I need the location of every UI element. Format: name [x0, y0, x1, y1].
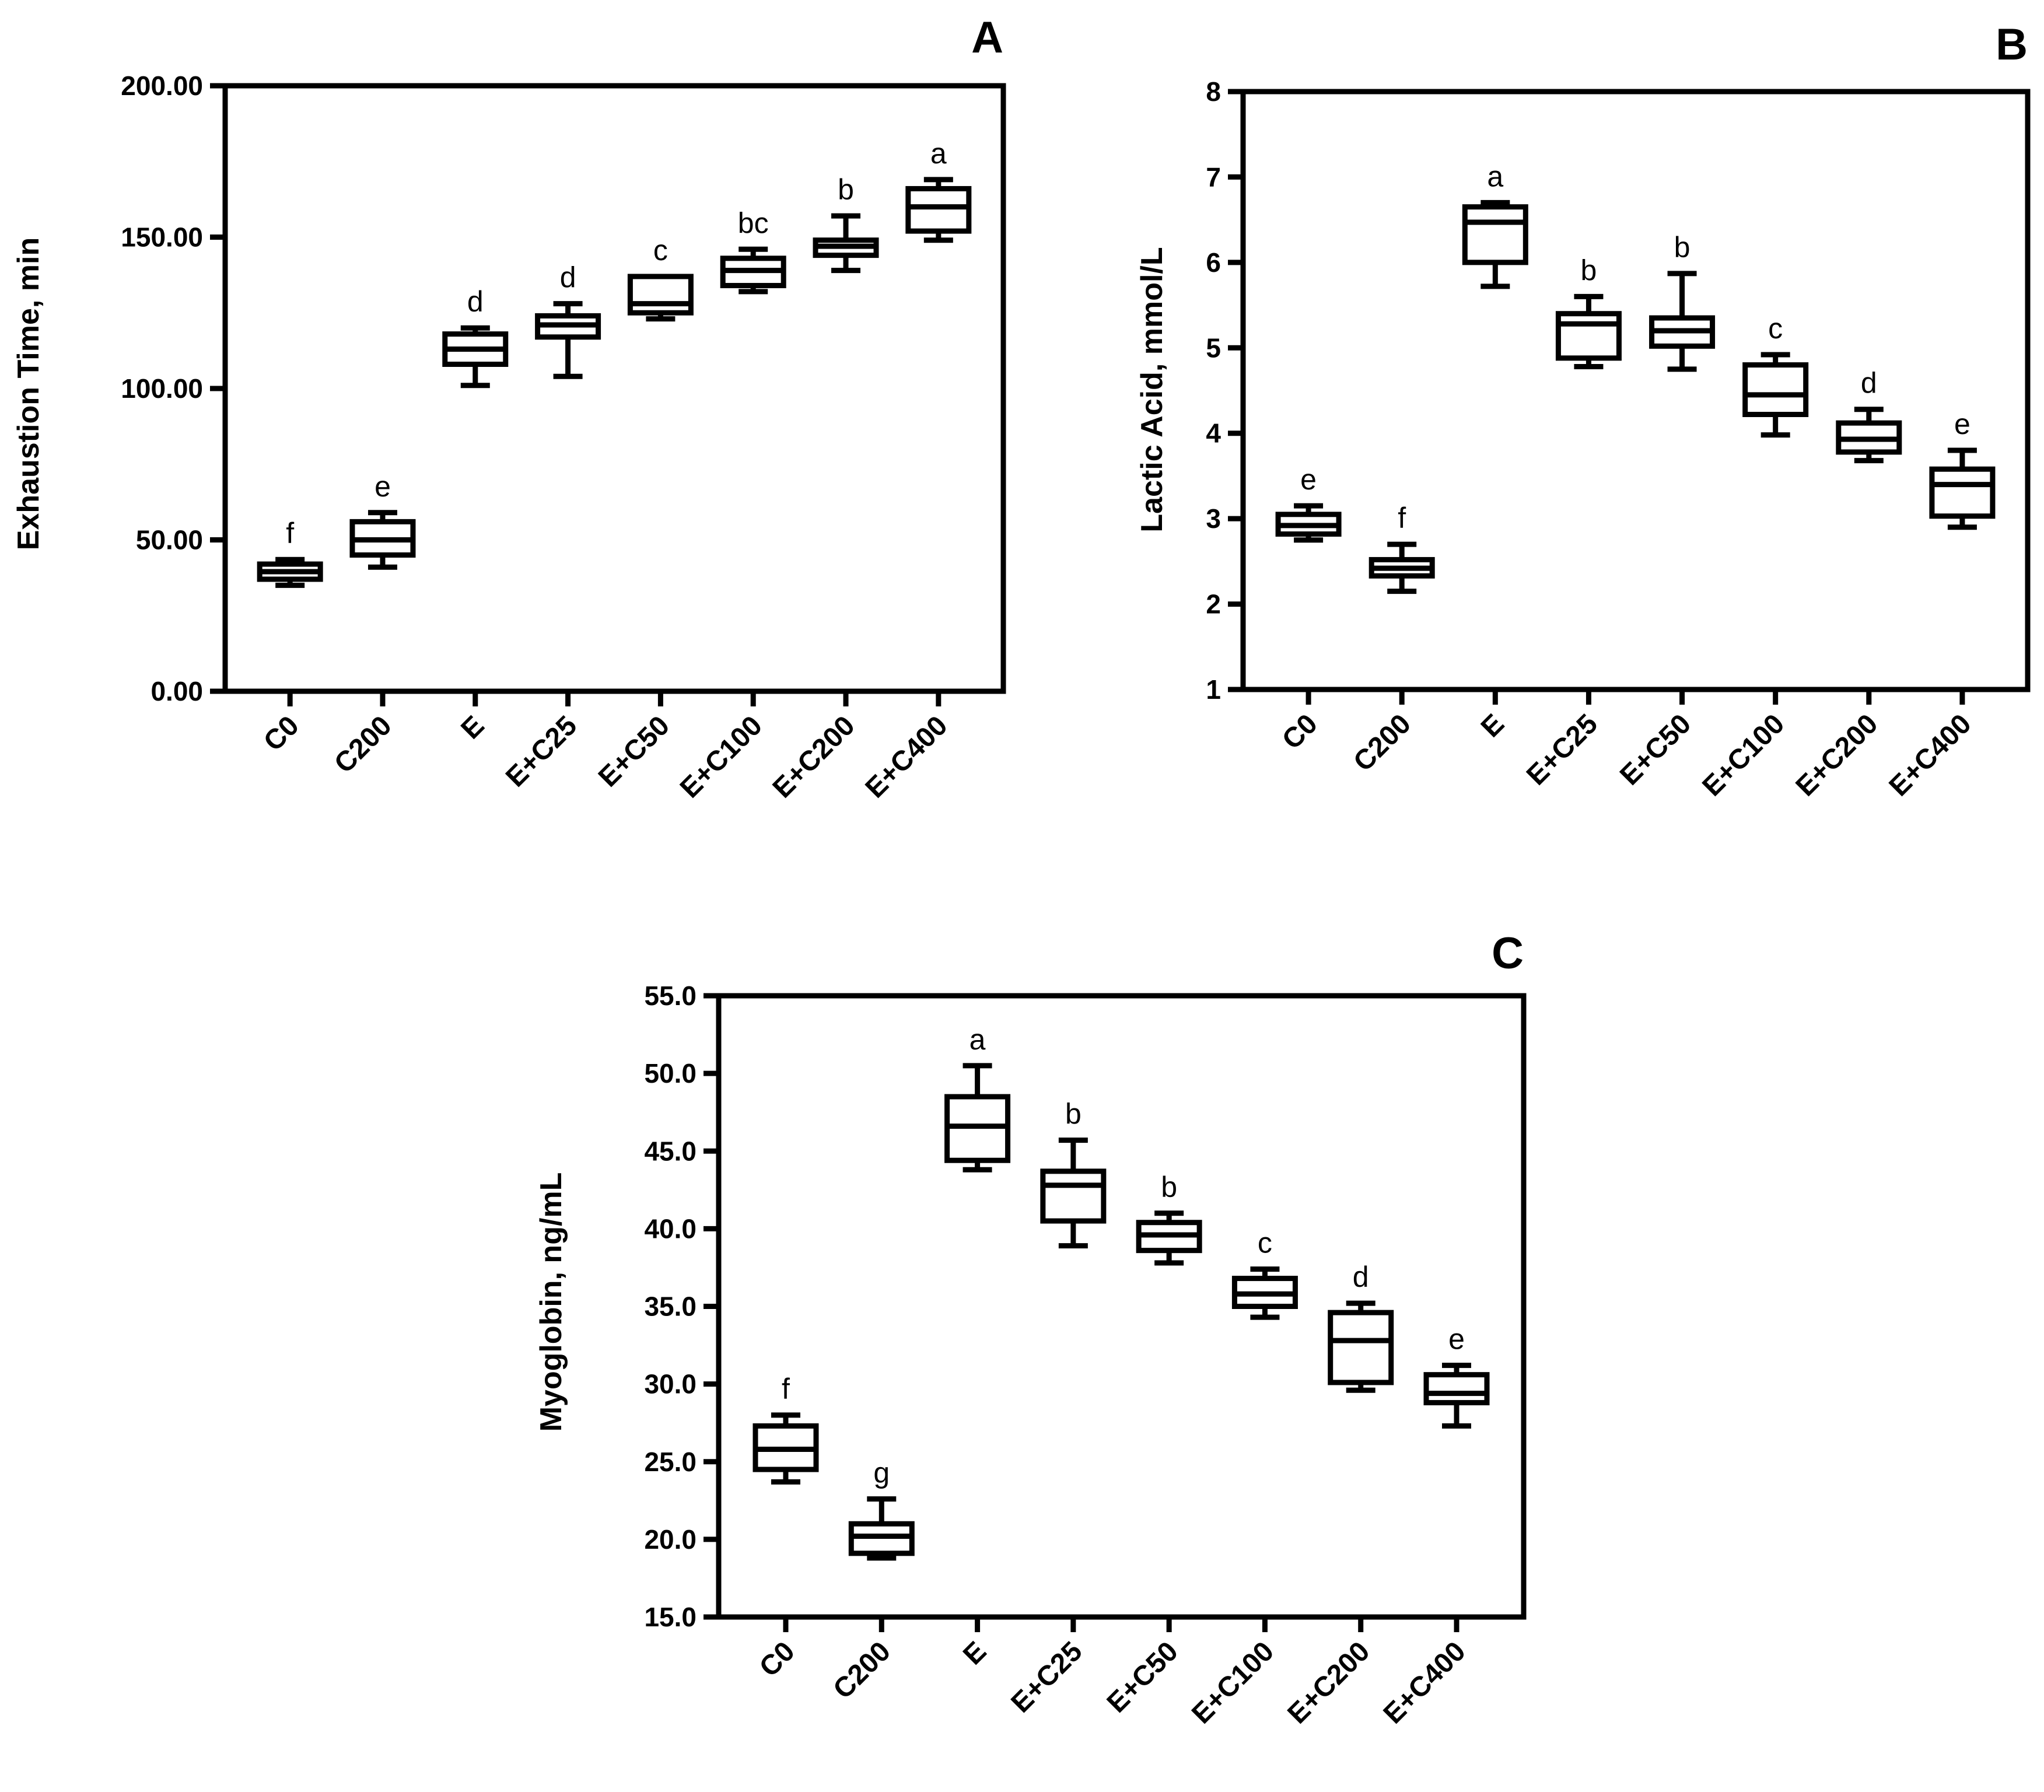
significance-letter-a-7: a	[930, 137, 947, 170]
y-tick-label-b-1: 2	[1206, 589, 1221, 620]
y-tick-label-c-2: 25.0	[644, 1447, 696, 1477]
box-c-3	[1040, 1168, 1107, 1224]
panel-a: A Exhaustion Time, min 0.00 50.00 100.00 15…	[12, 13, 1006, 804]
y-tick-label-b-0: 1	[1206, 674, 1221, 705]
x-tick-label-a-1: C200	[328, 710, 398, 779]
x-tick-label-a-5: E+C100	[674, 710, 768, 804]
significance-letter-c-5: c	[1258, 1227, 1272, 1259]
significance-letter-a-0: f	[286, 517, 294, 550]
y-tick-label-a-2: 100.00	[121, 373, 203, 404]
y-tick-label-c-1: 20.0	[644, 1524, 696, 1555]
y-axis-title-a: Exhaustion Time, min	[12, 237, 46, 550]
y-tick-label-c-7: 50.0	[644, 1058, 696, 1088]
x-tick-label-b-4: E+C50	[1614, 708, 1697, 791]
y-tick-label-a-3: 150.00	[121, 222, 203, 253]
x-tick-label-a-6: E+C200	[767, 710, 861, 804]
box-c-7	[1423, 1372, 1490, 1406]
plot-frame-a	[222, 83, 1006, 694]
significance-letter-c-7: e	[1448, 1323, 1465, 1356]
x-tick-label-c-3: E+C25	[1005, 1636, 1088, 1718]
x-tick-label-c-7: E+C400	[1378, 1636, 1472, 1730]
box-b-3	[1555, 311, 1622, 361]
x-tick-label-a-4: E+C50	[593, 710, 676, 793]
box-b-5	[1742, 362, 1809, 417]
significance-letter-a-2: d	[467, 285, 484, 318]
panel-letter-c: C	[1492, 929, 1524, 978]
panel-letter-b: B	[1996, 20, 2028, 69]
x-tick-label-a-2: E	[455, 710, 490, 745]
x-tick-label-a-7: E+C400	[860, 710, 954, 804]
significance-letter-a-5: bc	[738, 206, 769, 239]
significance-letter-c-2: a	[970, 1023, 986, 1056]
significance-letter-b-5: c	[1768, 312, 1783, 345]
panel-b: B Lactic Acid, mmol/L 1 2 3 4 5 6 7 8 C0 C200 E E+C…	[1135, 20, 2031, 802]
x-tick-label-b-0: C0	[1276, 708, 1324, 755]
panel-letter-a: A	[971, 13, 1003, 62]
significance-letter-a-1: e	[374, 470, 391, 503]
box-b-7	[1929, 466, 1996, 519]
x-tick-label-c-4: E+C50	[1101, 1636, 1184, 1718]
y-tick-label-b-7: 8	[1206, 76, 1221, 107]
y-axis-title-c: Myoglobin, ng/mL	[534, 1172, 568, 1432]
significance-letter-c-0: f	[782, 1373, 790, 1405]
x-tick-label-c-0: C0	[754, 1636, 801, 1683]
plot-frame-b	[1240, 89, 2031, 692]
x-tick-label-c-6: E+C200	[1282, 1636, 1376, 1730]
x-tick-label-b-5: E+C100	[1696, 708, 1790, 802]
x-tick-label-b-7: E+C400	[1884, 708, 1978, 802]
y-tick-label-c-8: 55.0	[644, 981, 696, 1011]
box-b-2	[1462, 204, 1528, 265]
plot-frame-c	[716, 993, 1527, 1620]
y-tick-label-b-5: 6	[1206, 247, 1221, 278]
y-tick-label-c-6: 45.0	[644, 1136, 696, 1166]
significance-letter-c-1: g	[873, 1457, 890, 1489]
significance-letter-b-6: d	[1861, 367, 1877, 400]
y-tick-label-a-1: 50.00	[136, 525, 203, 555]
significance-letter-c-6: d	[1353, 1261, 1369, 1293]
y-tick-label-c-5: 40.0	[644, 1213, 696, 1244]
box-a-7	[905, 186, 972, 234]
panel-c: C Myoglobin, ng/mL 15.0 20.0 25.0 30.0 35.0 4…	[534, 929, 1527, 1730]
y-tick-label-c-0: 15.0	[644, 1602, 696, 1632]
significance-letter-b-7: e	[1954, 408, 1971, 440]
significance-letter-b-3: b	[1581, 254, 1597, 286]
y-tick-label-c-3: 30.0	[644, 1369, 696, 1399]
significance-letter-b-4: b	[1674, 231, 1690, 264]
box-c-6	[1328, 1310, 1394, 1385]
x-tick-label-b-6: E+C200	[1790, 708, 1884, 802]
significance-letter-b-0: e	[1300, 463, 1317, 496]
x-tick-label-a-3: E+C25	[500, 710, 583, 793]
significance-letter-b-2: a	[1487, 160, 1503, 192]
y-tick-label-c-4: 35.0	[644, 1292, 696, 1322]
x-tick-label-b-2: E	[1475, 708, 1510, 743]
y-tick-label-a-0: 0.00	[150, 676, 203, 706]
box-a-4	[627, 274, 694, 316]
y-tick-label-b-4: 5	[1206, 332, 1221, 363]
x-tick-label-c-1: C200	[827, 1636, 897, 1705]
y-axis-title-b: Lactic Acid, mmol/L	[1135, 247, 1169, 532]
significance-letter-a-4: c	[653, 234, 668, 267]
x-tick-label-c-5: E+C100	[1186, 1636, 1280, 1730]
significance-letter-c-3: b	[1065, 1098, 1082, 1130]
y-tick-label-b-2: 3	[1206, 503, 1221, 534]
x-tick-label-a-0: C0	[258, 710, 305, 757]
x-tick-label-c-2: E	[957, 1636, 992, 1671]
y-tick-label-a-4: 200.00	[121, 71, 203, 101]
significance-letter-a-3: d	[560, 261, 576, 294]
significance-letter-c-4: b	[1161, 1171, 1177, 1203]
y-tick-label-b-3: 4	[1206, 418, 1221, 449]
x-tick-label-b-1: C200	[1348, 708, 1417, 778]
x-tick-label-b-3: E+C25	[1521, 708, 1604, 791]
y-tick-label-b-6: 7	[1206, 162, 1221, 192]
significance-letter-a-6: b	[838, 173, 854, 206]
significance-letter-b-1: f	[1398, 502, 1406, 534]
